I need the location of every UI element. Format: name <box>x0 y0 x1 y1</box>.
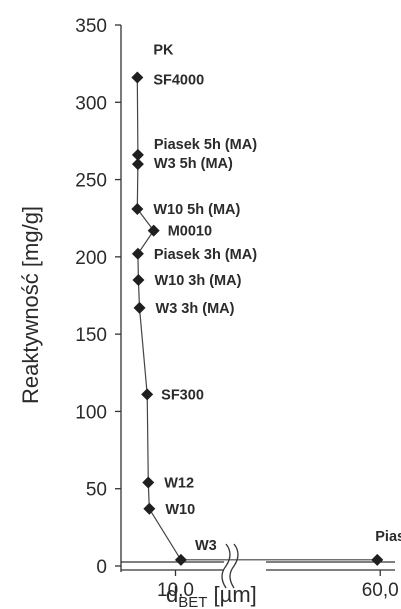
x-tick-label: 60,0 <box>362 580 399 601</box>
data-point-label: W3 3h (MA) <box>156 301 235 317</box>
data-point-label: Piasek 3h (MA) <box>154 247 257 263</box>
data-point-label: SF300 <box>161 387 204 403</box>
x-ticks: 10,0 60,0 <box>157 570 399 601</box>
data-point-marker <box>133 301 146 314</box>
data-point-marker <box>131 71 144 84</box>
data-point-marker <box>132 274 145 287</box>
x-tick-label: 10,0 <box>157 580 194 601</box>
data-point-label: W10 5h (MA) <box>153 202 240 218</box>
y-tick-label: 0 <box>96 557 107 578</box>
y-ticks: 0 50 100 150 200 250 300 350 <box>75 16 121 578</box>
data-point-label: Piasek 5h (MA) <box>154 137 257 153</box>
data-point-marker <box>143 502 156 515</box>
y-tick-label: 300 <box>75 93 107 114</box>
data-point-label: SF4000 <box>153 73 204 89</box>
data-point-label: W3 5h (MA) <box>154 156 233 172</box>
x-axis-break-mark <box>221 543 231 589</box>
data-point-label: W10 3h (MA) <box>154 273 241 289</box>
y-axis-title: Reaktywność [mg/g] <box>18 206 43 404</box>
y-tick-label: 350 <box>75 16 107 37</box>
data-point-marker <box>131 158 144 171</box>
x-axis-title: dBET [µm] <box>166 582 257 609</box>
data-point-label: Piasek <box>375 529 401 545</box>
data-point-marker <box>174 553 187 566</box>
data-point-marker <box>131 148 144 161</box>
data-point-label: W10 <box>165 502 195 518</box>
data-point-marker <box>371 553 384 566</box>
markers <box>131 71 384 566</box>
y-tick-label: 100 <box>75 402 107 423</box>
x-axis-title-unit: [µm] <box>207 582 256 607</box>
data-point-label: W12 <box>164 476 194 492</box>
y-tick-label: 250 <box>75 171 107 192</box>
data-point-label: PK <box>153 43 174 59</box>
y-tick-label: 150 <box>75 325 107 346</box>
data-point-label: W3 <box>195 538 217 554</box>
data-point-marker <box>142 476 155 489</box>
x-axis-break-mark <box>229 543 239 589</box>
x-axis-title-sub: BET <box>178 594 207 609</box>
data-point-label: M0010 <box>168 224 212 240</box>
x-axis-title-main: d <box>166 582 178 607</box>
y-tick-label: 50 <box>86 480 107 501</box>
y-tick-label: 200 <box>75 248 107 269</box>
data-point-marker <box>131 247 144 260</box>
data-point-marker <box>141 388 154 401</box>
data-point-marker <box>131 202 144 215</box>
point-labels: PK SF4000 Piasek 5h (MA) W3 5h (MA) W10 5h (… <box>153 43 401 554</box>
data-point-marker <box>147 224 160 237</box>
